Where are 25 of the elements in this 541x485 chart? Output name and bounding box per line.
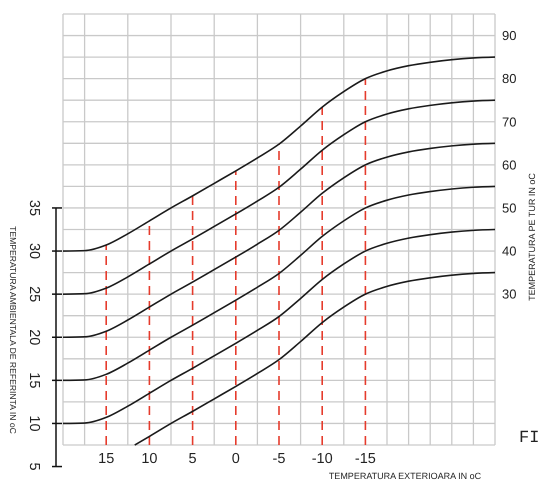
y2-tick-label: 70 [502, 114, 516, 130]
y2-tick-label: 60 [502, 157, 516, 172]
x-axis-title: TEMPERATURA EXTERIOARA IN oC [328, 471, 482, 481]
y-tick-label: 35 [26, 200, 42, 216]
x-tick-label: -5 [272, 451, 286, 467]
y2-tick-label: 90 [502, 28, 516, 44]
y2-axis-title: TEMPERATURA PE TUR IN oC [527, 172, 537, 301]
x-tick-label: 5 [188, 451, 197, 467]
x-tick-label: 15 [98, 451, 114, 467]
y2-tick-label: 80 [502, 71, 516, 86]
y-tick-label: 15 [26, 372, 42, 388]
y-tick-label: 20 [26, 329, 42, 346]
y-tick-label: 25 [26, 286, 42, 302]
x-tick-label: -15 [354, 451, 376, 467]
x-tick-label: 0 [232, 451, 240, 467]
line-series [134, 272, 496, 446]
x-tick-label: -10 [312, 451, 333, 467]
y2-tick-label: 40 [502, 244, 516, 259]
y-axis-title: TEMPERATURA AMBIENTALA DE REFERINTA IN oC [8, 226, 18, 434]
y2-tick-label: 30 [502, 286, 516, 302]
y-tick-label: 10 [26, 415, 42, 432]
x-tick-label: 10 [141, 451, 158, 467]
text: FI [519, 429, 540, 448]
y2-tick-label: 50 [502, 200, 516, 216]
y-tick-label: 30 [26, 242, 42, 260]
